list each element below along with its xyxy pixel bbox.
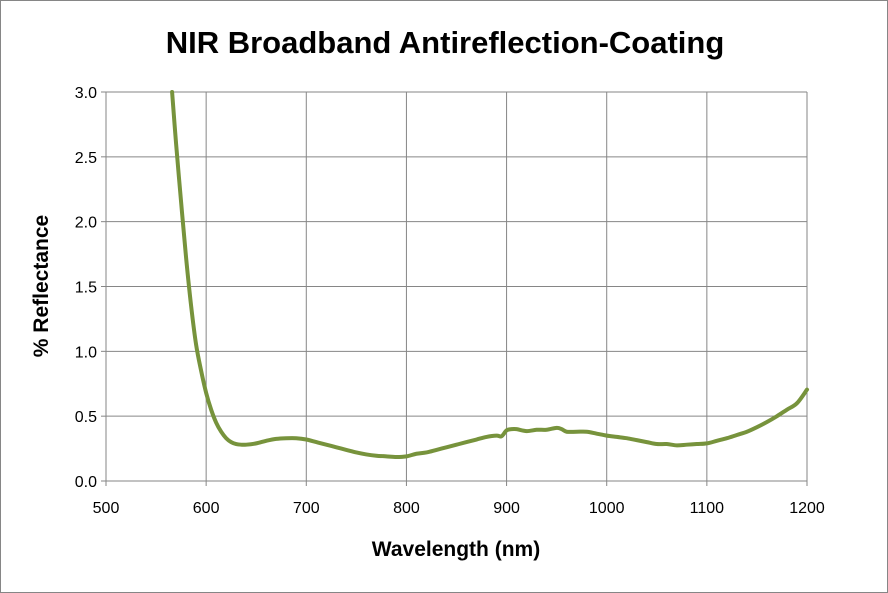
x-tick-label: 900 (493, 500, 520, 517)
y-tick-label: 2.5 (75, 150, 97, 167)
x-tick-label: 1100 (690, 500, 725, 517)
y-tick-label: 0.0 (75, 474, 97, 491)
x-tick-label: 600 (193, 500, 220, 517)
x-tick-label: 500 (93, 500, 120, 517)
x-tick-label: 1000 (589, 500, 625, 517)
x-tick-label: 700 (293, 500, 320, 517)
axes (101, 91, 808, 486)
y-tick-label: 3.0 (75, 85, 97, 102)
y-tick-label: 0.5 (75, 409, 97, 426)
y-tick-label: 1.5 (75, 280, 97, 297)
chart-title: NIR Broadband Antireflection-Coating (166, 25, 725, 60)
y-tick-label: 1.0 (75, 344, 97, 361)
x-axis-title: Wavelength (nm) (372, 538, 540, 561)
y-tick-label: 2.0 (75, 215, 97, 232)
x-tick-labels: 500 600 700 800 900 1000 1100 1200 (93, 500, 825, 517)
gridlines (105, 91, 808, 482)
x-tick-label: 800 (393, 500, 420, 517)
x-tick-label: 1200 (789, 500, 825, 517)
y-axis-title: % Reflectance (30, 215, 53, 357)
y-tick-labels: 0.0 0.5 1.0 1.5 2.0 2.5 3.0 (75, 85, 97, 491)
series-line (170, 90, 809, 460)
series-layer (170, 90, 809, 460)
